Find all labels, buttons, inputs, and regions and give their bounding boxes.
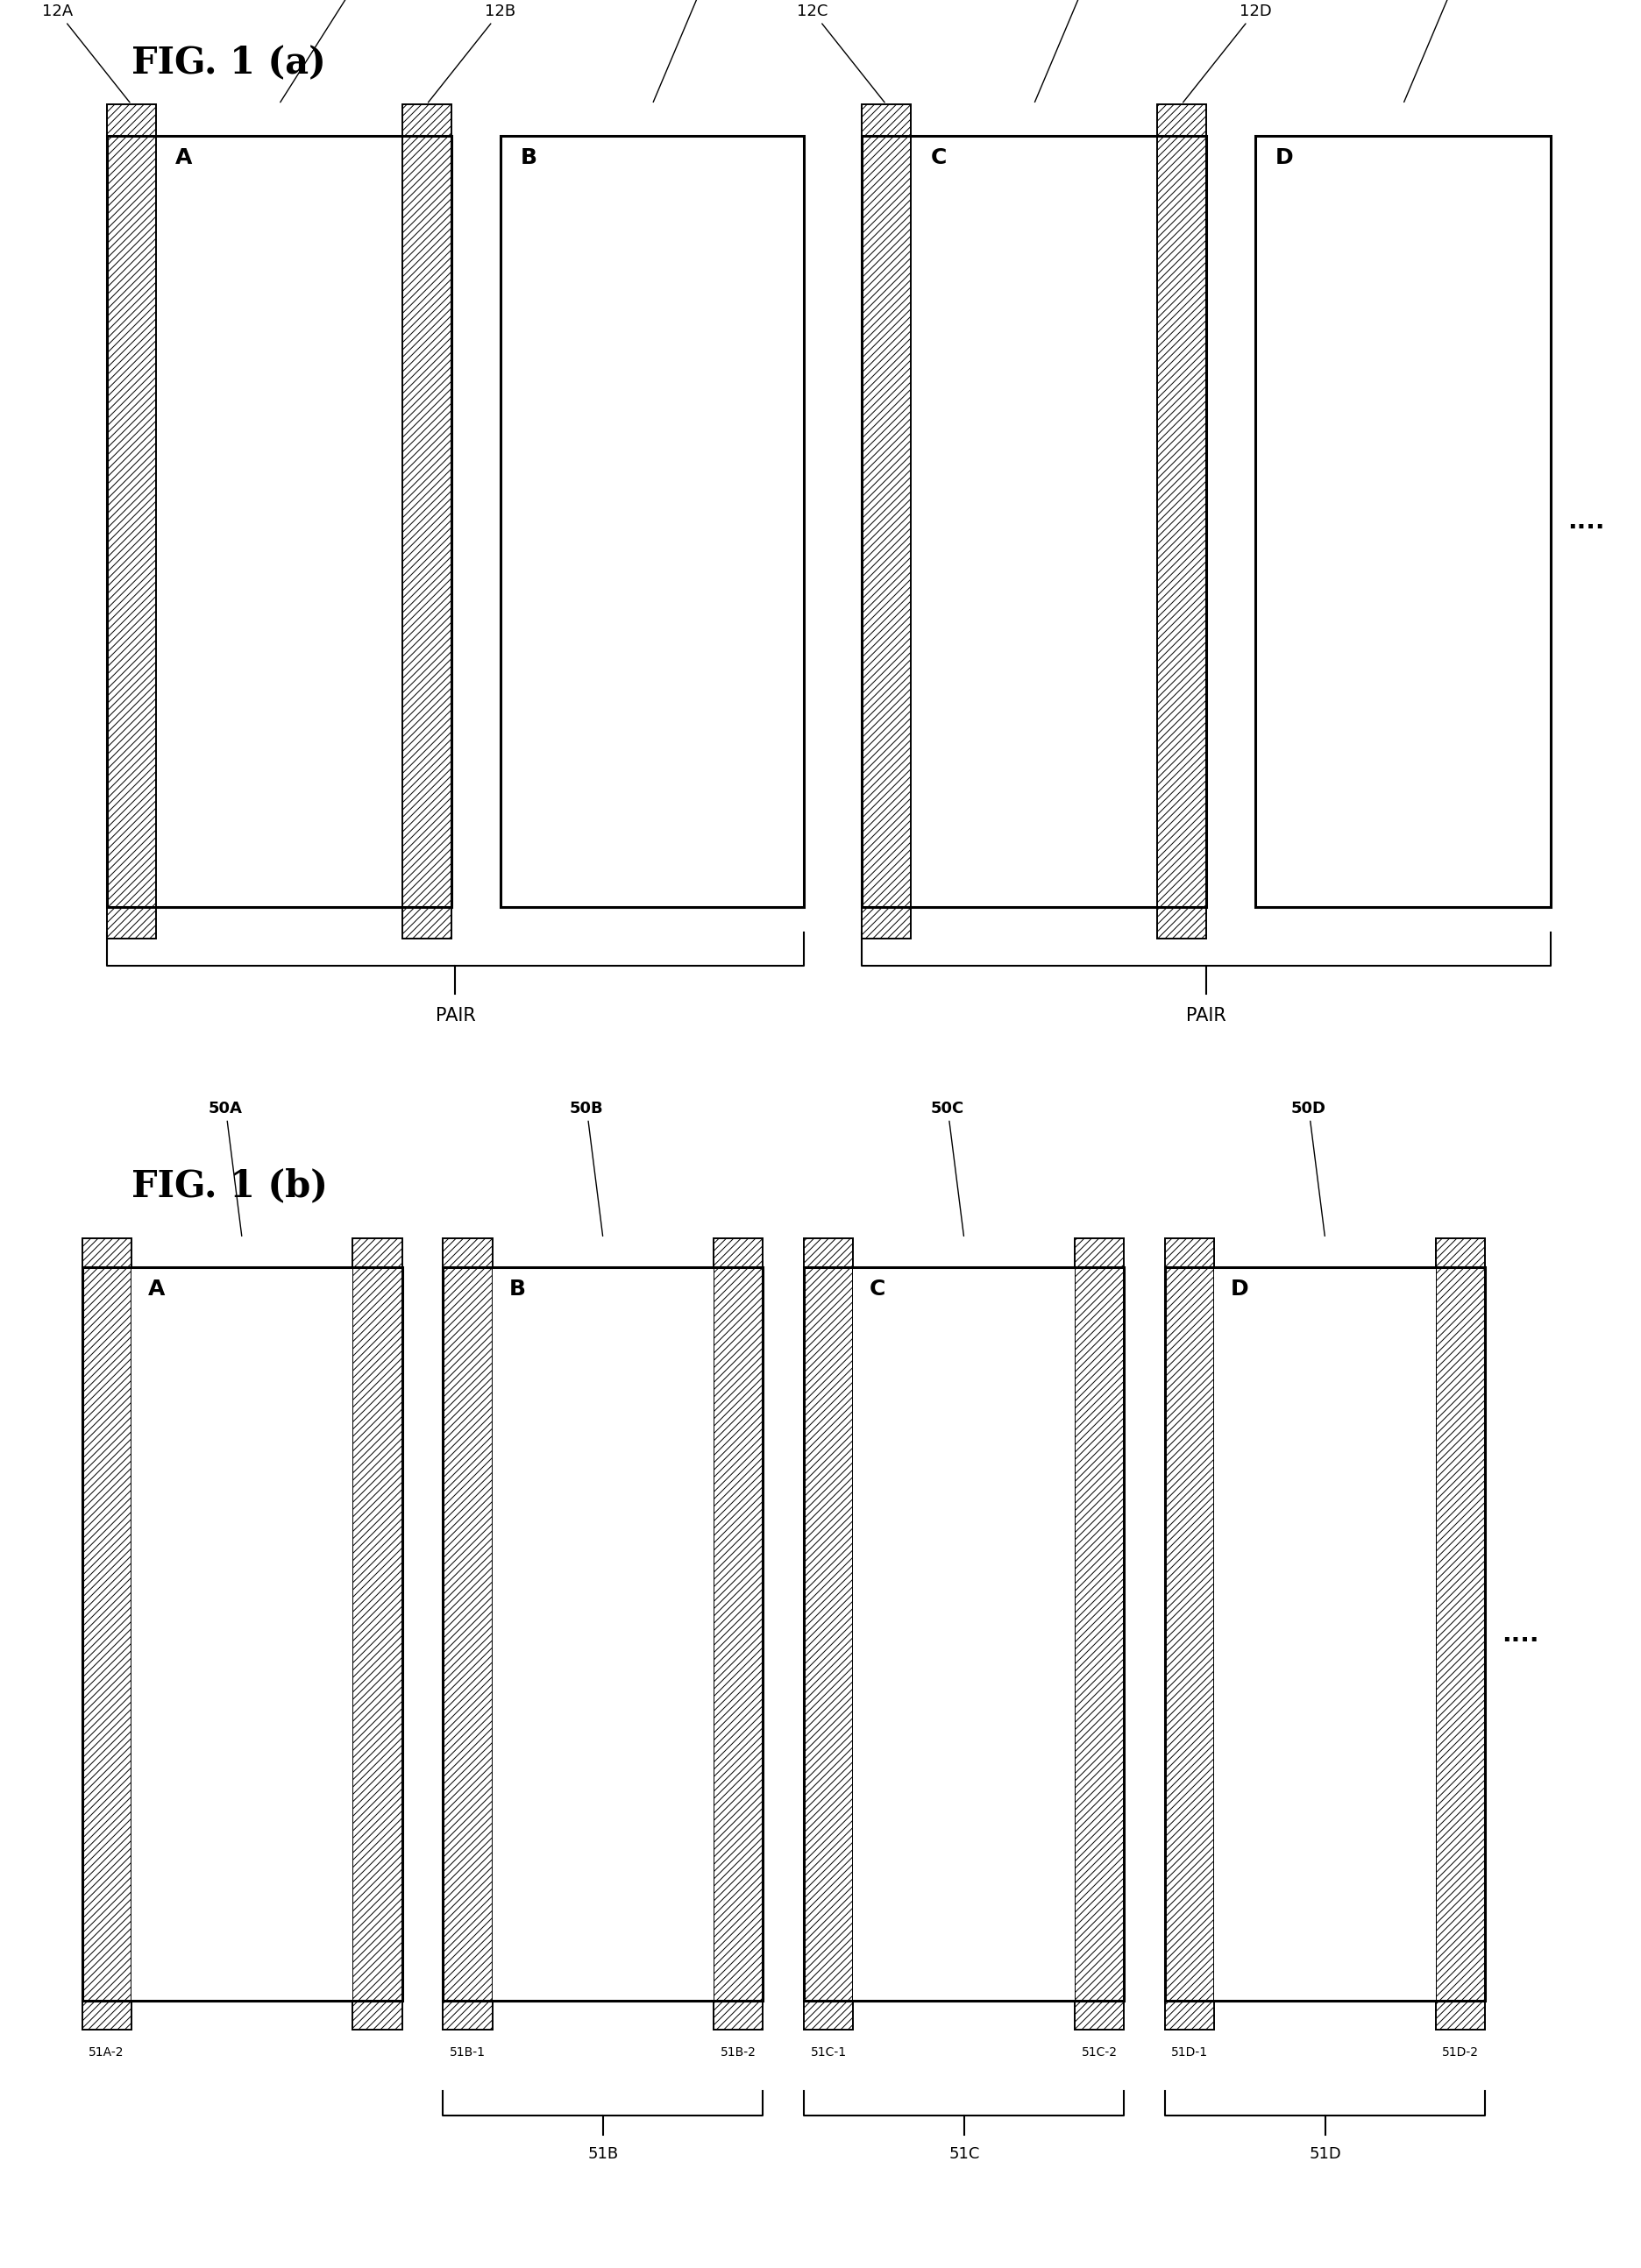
Bar <box>107 136 156 907</box>
Text: D: D <box>1231 1279 1249 1300</box>
Bar <box>443 2000 492 2030</box>
Bar <box>402 907 451 939</box>
Bar <box>107 136 451 907</box>
Text: A: A <box>148 1279 164 1300</box>
Text: 51B: 51B <box>587 2146 619 2161</box>
Bar <box>107 136 451 907</box>
Bar <box>862 136 1206 907</box>
Bar <box>1165 1268 1485 2000</box>
Text: 5C: 5C <box>1035 0 1111 102</box>
Bar <box>804 1268 1124 2000</box>
Bar <box>862 136 1206 907</box>
Text: D: D <box>1275 147 1293 168</box>
Bar <box>1436 1268 1485 2000</box>
Text: 51A-2: 51A-2 <box>89 2046 125 2059</box>
Text: 12B: 12B <box>428 5 515 102</box>
Text: 5A: 5A <box>281 0 389 102</box>
Bar <box>82 1268 131 2000</box>
Text: B: B <box>520 147 537 168</box>
Bar <box>1157 104 1206 136</box>
Bar <box>1436 2000 1485 2030</box>
Text: 50D: 50D <box>1291 1100 1326 1236</box>
Bar <box>353 1268 402 2000</box>
Bar <box>1157 136 1206 907</box>
Text: 51D-2: 51D-2 <box>1442 2046 1479 2059</box>
Bar <box>82 1268 402 2000</box>
Bar <box>443 1268 492 2000</box>
Text: 51C: 51C <box>948 2146 980 2161</box>
Bar <box>1255 136 1551 907</box>
Text: 5B: 5B <box>653 0 729 102</box>
Bar <box>107 104 156 136</box>
Text: 51C-1: 51C-1 <box>811 2046 847 2059</box>
Bar <box>862 104 911 136</box>
Bar <box>501 136 804 907</box>
Bar <box>131 1268 353 2000</box>
Text: A: A <box>176 147 192 168</box>
Bar <box>853 1268 1075 2000</box>
Bar <box>353 1238 402 1268</box>
Text: 51B-1: 51B-1 <box>450 2046 486 2059</box>
Bar <box>1075 2000 1124 2030</box>
Text: 12A: 12A <box>43 5 130 102</box>
Bar <box>82 1268 402 2000</box>
Bar <box>1436 1238 1485 1268</box>
Bar <box>492 1268 714 2000</box>
Text: 12D: 12D <box>1183 5 1272 102</box>
Text: 12C: 12C <box>798 5 884 102</box>
Text: C: C <box>930 147 947 168</box>
Text: 5D: 5D <box>1405 0 1480 102</box>
Bar <box>804 2000 853 2030</box>
Bar <box>1075 1268 1124 2000</box>
Text: 51B-2: 51B-2 <box>720 2046 757 2059</box>
Text: PAIR: PAIR <box>1186 1007 1226 1025</box>
Text: 51D: 51D <box>1310 2146 1341 2161</box>
Bar <box>1165 1268 1485 2000</box>
Bar <box>501 136 804 907</box>
Bar <box>443 1268 763 2000</box>
Bar <box>1165 2000 1214 2030</box>
Bar <box>862 136 911 907</box>
Bar <box>1165 1268 1214 2000</box>
Text: ....: .... <box>1567 510 1605 533</box>
Bar <box>443 1268 763 2000</box>
Text: PAIR: PAIR <box>435 1007 476 1025</box>
Bar <box>1157 907 1206 939</box>
Bar <box>714 1238 763 1268</box>
Text: 51C-2: 51C-2 <box>1081 2046 1118 2059</box>
Bar <box>714 2000 763 2030</box>
Text: 50A: 50A <box>208 1100 243 1236</box>
Text: FIG. 1 (b): FIG. 1 (b) <box>131 1168 328 1204</box>
Text: B: B <box>509 1279 525 1300</box>
Bar <box>353 2000 402 2030</box>
Text: C: C <box>870 1279 886 1300</box>
Text: FIG. 1 (a): FIG. 1 (a) <box>131 45 327 82</box>
Text: 50C: 50C <box>930 1100 965 1236</box>
Bar <box>1165 1238 1214 1268</box>
Bar <box>804 1238 853 1268</box>
Bar <box>804 1268 853 2000</box>
Bar <box>402 104 451 136</box>
Bar <box>443 1238 492 1268</box>
Bar <box>107 907 156 939</box>
Bar <box>82 2000 131 2030</box>
Bar <box>862 907 911 939</box>
Bar <box>1075 1238 1124 1268</box>
Bar <box>1255 136 1551 907</box>
Bar <box>1214 1268 1436 2000</box>
Bar <box>82 1238 131 1268</box>
Bar <box>714 1268 763 2000</box>
Text: ....: .... <box>1502 1622 1539 1647</box>
Bar <box>804 1268 1124 2000</box>
Text: 50B: 50B <box>569 1100 604 1236</box>
Text: 51D-1: 51D-1 <box>1172 2046 1208 2059</box>
Bar <box>402 136 451 907</box>
